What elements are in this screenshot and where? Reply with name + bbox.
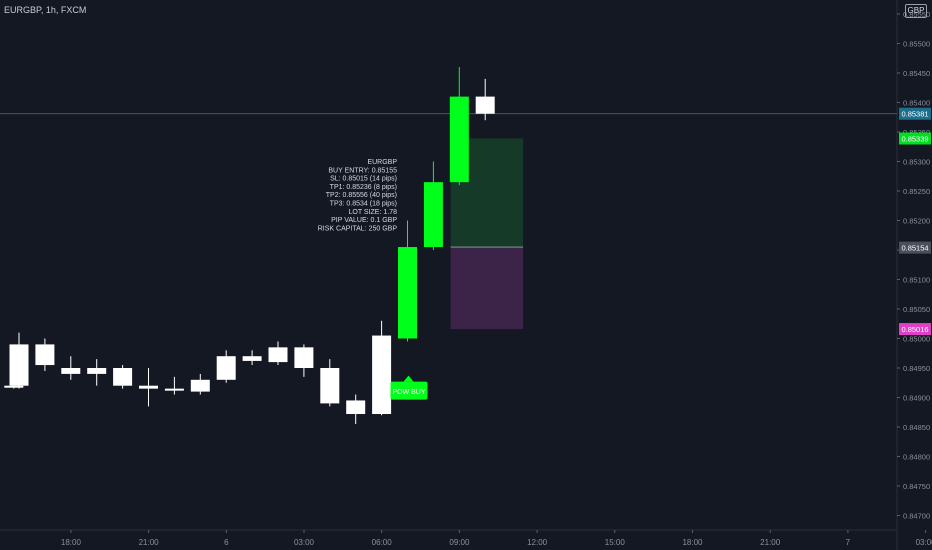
price-label-entry: 0.85154 [899, 241, 931, 254]
x-tick-label: 21:00 [760, 538, 781, 547]
candle-body [423, 182, 443, 248]
candle-body [35, 344, 55, 366]
currency-button[interactable]: GBP [905, 4, 927, 18]
price-label-text: 0.85154 [901, 244, 928, 253]
x-tick-label: 03:00 [294, 538, 315, 547]
candle [139, 368, 158, 407]
y-tick-label: 0.84900 [903, 394, 930, 403]
trade-annotation-line: RISK CAPITAL: 250 GBP [318, 225, 398, 232]
y-tick-label: 0.85100 [903, 276, 930, 285]
y-tick-label: 0.85450 [903, 69, 930, 78]
price-label-box [899, 241, 931, 254]
x-tick-label: 18:00 [61, 538, 82, 547]
trade-annotation-line: PIP VALUE: 0.1 GBP [331, 217, 397, 224]
candle-body [294, 347, 314, 368]
candle-body [449, 96, 469, 183]
y-tick-label: 0.85000 [903, 335, 930, 344]
y-tick-label: 0.85500 [903, 40, 930, 49]
candle [9, 332, 29, 389]
y-tick-label: 0.84950 [903, 364, 930, 373]
x-tick-label: 03:00 [916, 538, 932, 547]
signal-box [390, 381, 428, 400]
y-tick-label: 0.85200 [903, 217, 930, 226]
y-tick-label: 0.85300 [903, 158, 930, 167]
candle [87, 359, 107, 386]
candle [294, 344, 314, 377]
price-label-text: 0.85339 [901, 134, 928, 143]
candle-body [9, 344, 29, 386]
x-tick-label: 21:00 [139, 538, 160, 547]
candle [113, 365, 133, 389]
candle [216, 350, 236, 383]
price-label-current: 0.85381 [899, 107, 931, 120]
x-tick-label: 7 [846, 538, 851, 547]
y-tick-label: 0.84750 [903, 482, 930, 491]
signal-text: POW BUY [392, 389, 425, 396]
x-tick-label: 15:00 [605, 538, 626, 547]
candle-body [346, 400, 366, 415]
x-tick-label: 18:00 [682, 538, 703, 547]
candle [398, 220, 417, 342]
candle [449, 67, 469, 186]
signal-arrow [403, 375, 414, 382]
candle [423, 161, 443, 250]
candle-body [398, 247, 417, 339]
x-tick-label: 06:00 [372, 538, 393, 547]
trade-annotation-line: EURGBP [367, 159, 397, 166]
candle [35, 338, 55, 371]
candle [242, 350, 262, 366]
x-tick-label: 12:00 [527, 538, 548, 547]
candle-body [372, 335, 392, 415]
candle [61, 356, 81, 380]
candle-body [190, 379, 210, 392]
signal-label: POW BUY [390, 375, 428, 400]
price-label-text: 0.85016 [901, 325, 928, 334]
y-tick-label: 0.85550 [903, 10, 930, 19]
trade-annotation-line: TP3: 0.8534 (18 pips) [330, 201, 397, 208]
candle [268, 341, 288, 366]
y-tick-label: 0.85250 [903, 187, 930, 196]
candle-body [61, 368, 81, 374]
price-label-box [899, 107, 931, 120]
candle-body [216, 356, 236, 380]
price-label-target: 0.85339 [899, 132, 931, 145]
y-tick-label: 0.84800 [903, 453, 930, 462]
candle [320, 359, 340, 407]
symbol-title: EURGBP, 1h, FXCM [4, 5, 87, 15]
candle-body [113, 368, 133, 386]
price-label-box [899, 323, 931, 336]
trade-annotation-line: TP1: 0.85236 (8 pips) [330, 184, 397, 191]
candle-body [475, 96, 495, 114]
candle [190, 373, 210, 395]
candle-body [4, 385, 24, 388]
trade-annotation-line: BUY ENTRY: 0.85155 [328, 167, 397, 174]
y-tick-label: 0.84700 [903, 512, 930, 521]
price-label-box [899, 132, 931, 145]
x-tick-label: 09:00 [449, 538, 470, 547]
x-tick-label: 6 [224, 538, 229, 547]
candle-body [242, 356, 262, 361]
trade-annotation-line: SL: 0.85015 (14 pips) [330, 176, 397, 183]
candle [475, 78, 495, 121]
price-label-stop: 0.85016 [899, 323, 931, 336]
candle-body [268, 347, 288, 363]
candle-body [320, 368, 340, 404]
candle-body [139, 385, 158, 389]
stop-loss-zone [450, 247, 524, 330]
candle-body [164, 388, 184, 391]
y-tick-label: 0.85050 [903, 305, 930, 314]
trade-annotation-line: LOT SIZE: 1.78 [348, 209, 397, 216]
trade-annotation-line: TP2: 0.85556 (40 pips) [326, 192, 397, 199]
price-label-text: 0.85381 [901, 110, 928, 119]
y-tick-label: 0.85400 [903, 99, 930, 108]
candle [346, 394, 366, 425]
candle [372, 320, 392, 416]
candle [164, 376, 184, 395]
y-tick-label: 0.84850 [903, 423, 930, 432]
candle-body [87, 368, 107, 374]
